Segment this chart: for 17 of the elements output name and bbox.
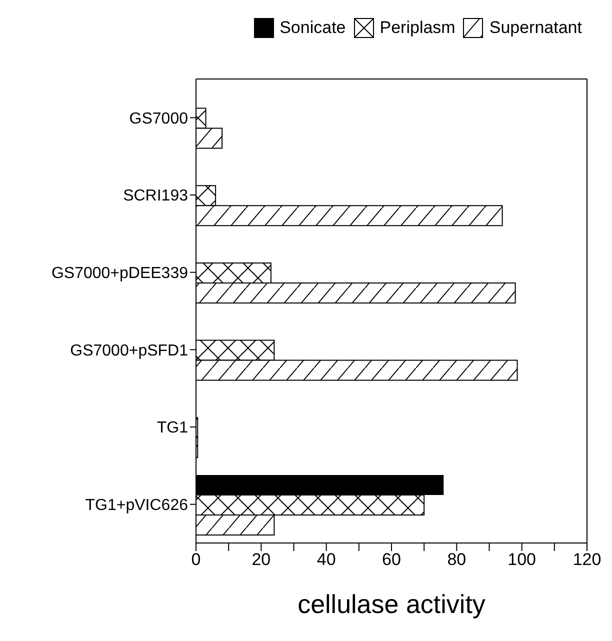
y-tick-label: GS7000 xyxy=(129,110,188,128)
legend-label: Periplasm xyxy=(380,18,456,38)
x-tick-label: 120 xyxy=(572,550,602,570)
y-tick-label: GS7000+pDEE339 xyxy=(51,265,188,282)
x-tick-label: 80 xyxy=(447,550,466,570)
x-tick-label: 60 xyxy=(382,550,401,570)
y-tick-label: SCRI193 xyxy=(123,188,188,205)
x-tick-label: 20 xyxy=(252,550,271,570)
y-tick-label: TG1 xyxy=(156,420,188,437)
x-tick-label: 100 xyxy=(508,550,536,570)
legend-label: Sonicate xyxy=(280,18,346,38)
legend-label: Supernatant xyxy=(489,18,582,38)
x-tick-label: 40 xyxy=(316,550,336,570)
x-tick-label: 0 xyxy=(191,550,201,570)
y-tick-label: TG1+pVIC626 xyxy=(85,497,188,514)
x-axis-title: cellulase activity xyxy=(298,589,486,619)
y-tick-label: GS7000+pSFD1 xyxy=(70,342,188,360)
